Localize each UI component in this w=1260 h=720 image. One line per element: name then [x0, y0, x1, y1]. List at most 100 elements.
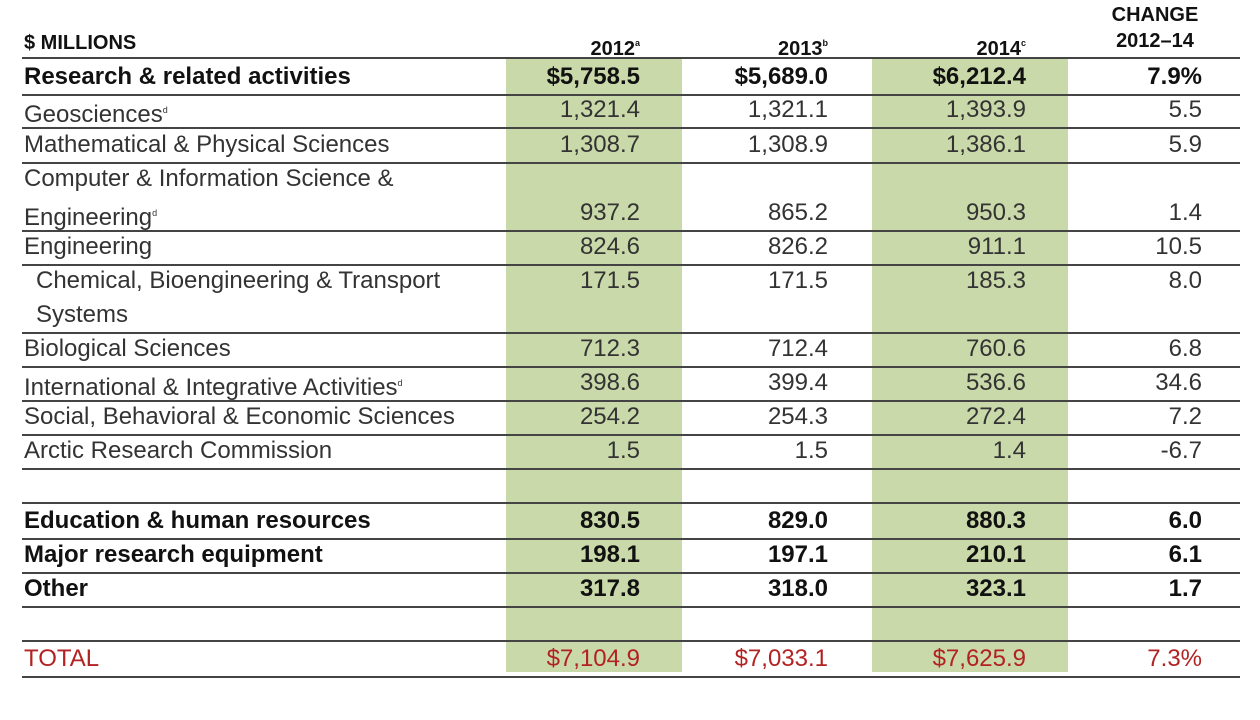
table-row-3-label: Computer & Information Science & Engineer…: [24, 162, 394, 235]
cell-2014: 185.3: [965, 267, 1026, 294]
row-label-line: Research & related activities: [24, 63, 351, 90]
table-row-9-rule: [22, 468, 1240, 470]
table-row-5-label: Chemical, Bioengineering & Transport Syst…: [36, 264, 440, 332]
footnote-marker: d: [397, 378, 403, 388]
footnote-marker: d: [162, 105, 168, 115]
row-label-line: Systems: [36, 301, 129, 328]
cell-change: 6.0: [1168, 507, 1202, 534]
highlight-column-2012: [506, 58, 682, 672]
table-row-7-label: International & Integrative Activitiesd: [24, 366, 403, 405]
row-label-line: Arctic Research Commission: [24, 437, 333, 464]
row-label-line: Biological Sciences: [24, 335, 231, 362]
table-row-6-label: Biological Sciences: [24, 332, 231, 366]
cell-2012: 198.1: [579, 541, 640, 568]
table-row-8-label: Social, Behavioral & Economic Sciences: [24, 400, 455, 434]
cell-2012: $5,758.5: [546, 63, 640, 90]
cell-2013: 1,321.1: [747, 96, 828, 123]
row-label-line: International & Integrative Activitiesd: [24, 374, 403, 401]
cell-2014: 911.1: [967, 233, 1026, 260]
footnote-marker: d: [152, 208, 158, 218]
cell-2013: 829.0: [767, 507, 828, 534]
cell-2014: 950.3: [965, 199, 1026, 226]
header-2014: 2014c: [976, 38, 1026, 60]
cell-change: 7.3%: [1147, 645, 1202, 672]
row-label-line: Mathematical & Physical Sciences: [24, 131, 390, 158]
row-label-line: Chemical, Bioengineering & Transport: [36, 267, 441, 294]
cell-2013: 254.3: [767, 403, 828, 430]
cell-2013: 826.2: [767, 233, 828, 260]
cell-2012: 937.2: [579, 199, 640, 226]
row-label-line: Major research equipment: [24, 541, 323, 568]
cell-2014: 880.3: [965, 507, 1026, 534]
cell-change: 7.2: [1168, 403, 1202, 430]
cell-2013: 1,308.9: [747, 131, 828, 158]
cell-2012: 1.5: [606, 437, 640, 464]
cell-change: 7.9%: [1147, 63, 1202, 90]
cell-2013: 318.0: [767, 575, 828, 602]
cell-2012: 1,308.7: [559, 131, 640, 158]
cell-2012: 712.3: [579, 335, 640, 362]
table-row-1-rule: [22, 127, 1240, 129]
header-rule: [22, 57, 1240, 59]
cell-change: -6.7: [1160, 437, 1202, 464]
cell-2013: 712.4: [767, 335, 828, 362]
table-row-4-rule: [22, 264, 1240, 266]
cell-change: 5.5: [1168, 96, 1202, 123]
highlight-column-2014: [872, 58, 1068, 672]
header-change: CHANGE 2012–14: [1111, 4, 1199, 52]
table-row-5-rule: [22, 332, 1240, 334]
table-row-7-rule: [22, 400, 1240, 402]
row-label-line: Geosciencesd: [24, 101, 168, 128]
row-label-line: Engineering: [24, 233, 153, 260]
table-row-2-label: Mathematical & Physical Sciences: [24, 128, 389, 162]
row-label-line: Social, Behavioral & Economic Sciences: [24, 403, 455, 430]
table-row-12-rule: [22, 606, 1240, 608]
cell-2014: 323.1: [965, 575, 1026, 602]
cell-2013: 399.4: [767, 369, 828, 396]
table-row-11-rule: [22, 572, 1240, 574]
cell-2012: 317.8: [579, 575, 640, 602]
cell-change: 5.9: [1168, 131, 1202, 158]
header-units: $ MILLIONS: [24, 32, 137, 54]
table-row-1-label: Geosciencesd: [24, 93, 168, 132]
table-row-4-label: Engineering: [24, 230, 152, 264]
table-row-0-label: Research & related activities: [24, 60, 351, 94]
spacer-rule-2: [22, 640, 1240, 642]
spacer-rule-1: [22, 502, 1240, 504]
cell-2013: $7,033.1: [734, 645, 828, 672]
table-row-12-label: Other: [24, 572, 88, 606]
row-label-line: Education & human resources: [24, 507, 371, 534]
cell-2014: 1,393.9: [945, 96, 1026, 123]
table-row-0-rule: [22, 94, 1240, 96]
cell-change: 1.7: [1168, 575, 1202, 602]
cell-change: 1.4: [1168, 199, 1202, 226]
cell-2012: 171.5: [579, 267, 640, 294]
table-row-3-rule: [22, 230, 1240, 232]
cell-2012: 1,321.4: [559, 96, 640, 123]
cell-change: 8.0: [1168, 267, 1202, 294]
cell-2014: 760.6: [965, 335, 1026, 362]
cell-2013: 171.5: [767, 267, 828, 294]
header-2013: 2013b: [778, 38, 828, 60]
cell-2014: $6,212.4: [932, 63, 1026, 90]
cell-2013: 865.2: [767, 199, 828, 226]
cell-change: 10.5: [1155, 233, 1202, 260]
cell-2012: $7,104.9: [546, 645, 640, 672]
cell-2013: $5,689.0: [734, 63, 828, 90]
cell-change: 34.6: [1155, 369, 1202, 396]
row-label-line: Other: [24, 575, 89, 602]
table-row-9-label: Arctic Research Commission: [24, 434, 332, 468]
cell-2012: 824.6: [579, 233, 640, 260]
table-row-13-label: TOTAL: [24, 642, 99, 676]
cell-2014: $7,625.9: [932, 645, 1026, 672]
table-row-11-label: Major research equipment: [24, 538, 323, 572]
cell-2014: 536.6: [965, 369, 1026, 396]
cell-2012: 398.6: [579, 369, 640, 396]
table-row-10-rule: [22, 538, 1240, 540]
header-2012: 2012a: [590, 38, 640, 60]
cell-2014: 210.1: [965, 541, 1026, 568]
table-row-6-rule: [22, 366, 1240, 368]
cell-2012: 254.2: [579, 403, 640, 430]
table-row-13-rule: [22, 676, 1240, 678]
